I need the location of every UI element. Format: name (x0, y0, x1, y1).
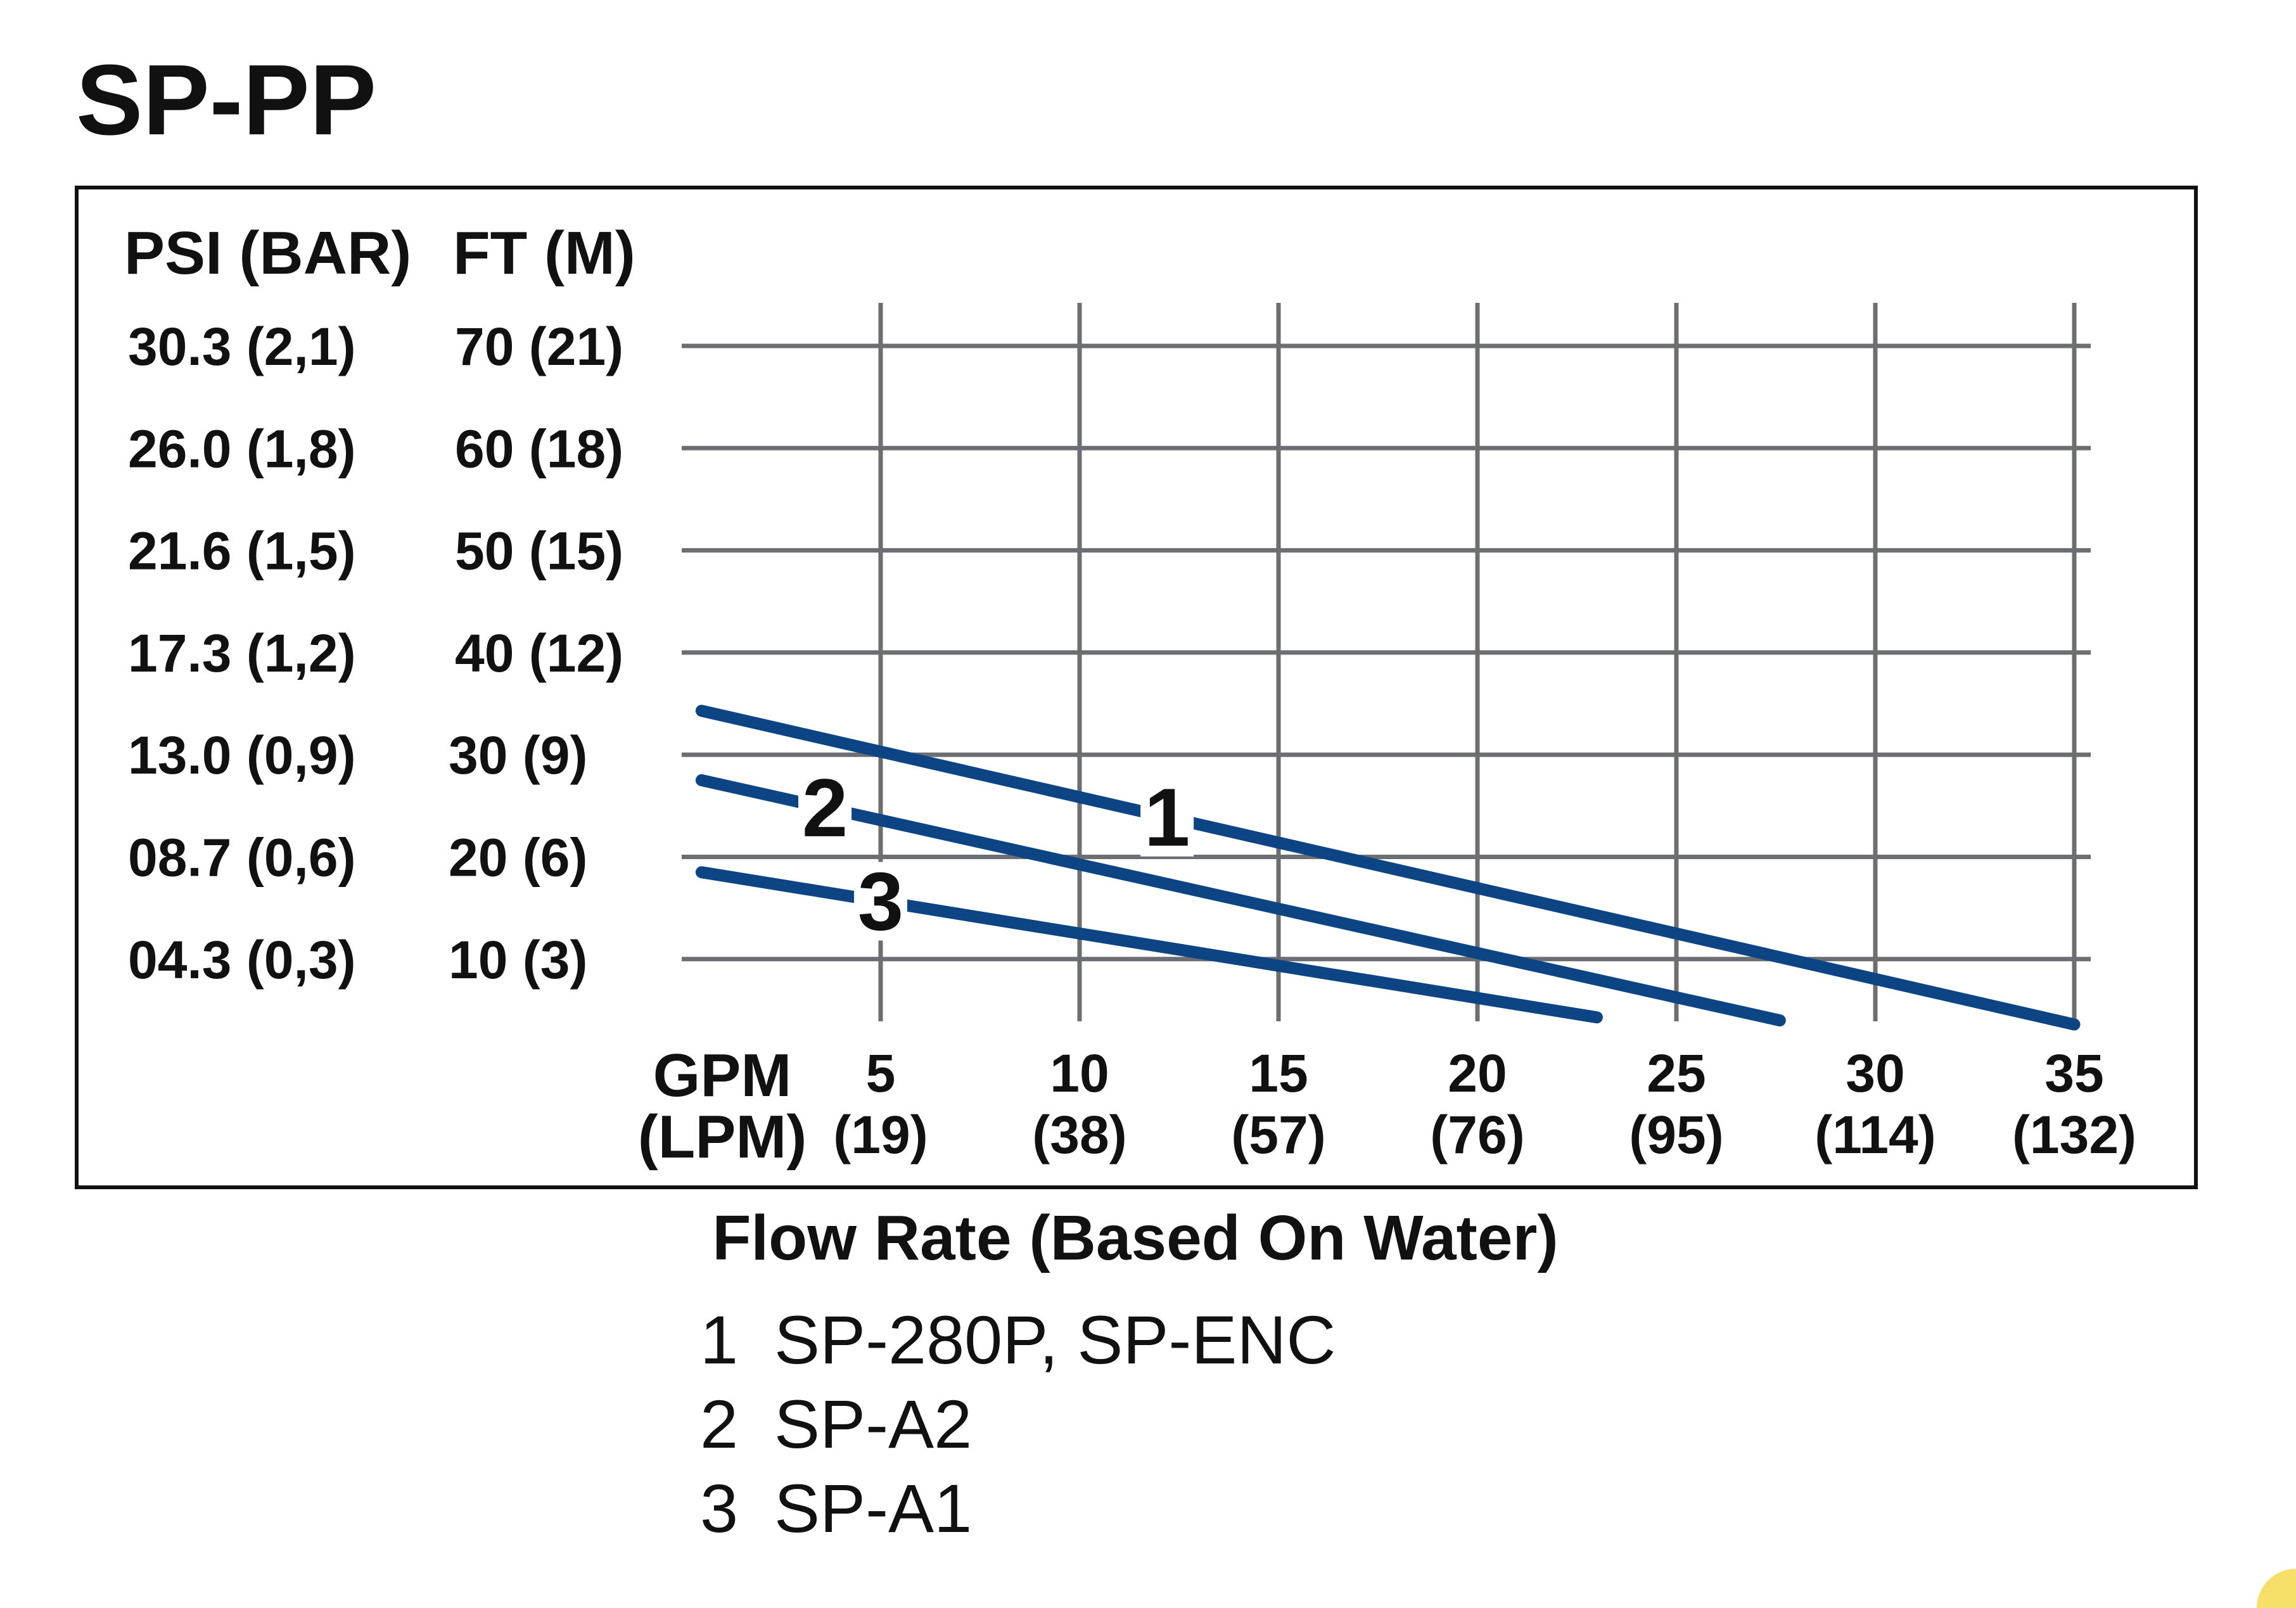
legend-number: 3 (700, 1470, 738, 1547)
y-tick-label-ft: 10 (3) (449, 930, 587, 990)
y-tick-label-ft: 40 (12) (455, 623, 623, 683)
y-axis-labels: 30.3 (2,1) 70 (21) 26.0 (1,8) 60 (18) 21.6 (… (128, 317, 623, 990)
x-tick-sublabel: (38) (1032, 1105, 1126, 1165)
y-tick-label-ft: 20 (6) (449, 828, 587, 888)
x-tick-label: 35 (2044, 1043, 2103, 1103)
y-tick-label-ft: 50 (15) (455, 521, 623, 581)
series-line-1 (695, 705, 2081, 1031)
legend-number: 2 (700, 1386, 738, 1462)
legend: 1 SP-280P, SP-ENC 2 SP-A2 3 SP-A1 (700, 1301, 1336, 1547)
x-tick-sublabel: (95) (1629, 1105, 1723, 1165)
x-tick-sublabel: (76) (1430, 1105, 1524, 1165)
y-tick-label-psi: 30.3 (2,1) (128, 317, 356, 376)
series-label-bg-3 (854, 862, 907, 941)
chart-frame (75, 186, 2198, 1189)
legend-entry: SP-A2 (774, 1386, 972, 1462)
series: 1 23 (695, 705, 2081, 1031)
legend-entry: SP-A1 (774, 1470, 972, 1547)
legend-number: 1 (700, 1301, 738, 1378)
series-label-1: 1 (1144, 771, 1190, 864)
series-line-3 (695, 866, 1603, 1024)
y-axis-header-ft: FT (M) (453, 219, 635, 287)
x-tick-sublabel: (19) (833, 1105, 928, 1165)
y-tick-label-psi: 08.7 (0,6) (128, 828, 356, 888)
x-tick-label: 20 (1448, 1043, 1507, 1103)
y-tick-label-psi: 13.0 (0,9) (128, 725, 356, 785)
y-tick-label-psi: 04.3 (0,3) (128, 930, 356, 990)
series-label-bg-2 (798, 768, 852, 847)
x-tick-label: 25 (1647, 1043, 1706, 1103)
y-tick-label-psi: 21.6 (1,5) (128, 521, 356, 581)
x-axis-header-lpm: (LPM) (638, 1103, 807, 1171)
y-tick-label-psi: 17.3 (1,2) (128, 623, 356, 683)
series-label-3: 3 (858, 855, 903, 948)
x-axis-title: Flow Rate (Based On Water) (712, 1203, 1558, 1273)
x-tick-label: 15 (1249, 1043, 1308, 1103)
y-tick-label-psi: 26.0 (1,8) (128, 419, 356, 478)
legend-entry: SP-280P, SP-ENC (774, 1301, 1336, 1378)
corner-accent (2257, 1569, 2296, 1608)
x-axis-header-gpm: GPM (653, 1042, 792, 1109)
y-tick-label-ft: 60 (18) (455, 419, 623, 478)
chart-title: SP-PP (76, 44, 376, 156)
x-tick-label: 30 (1846, 1043, 1904, 1103)
x-tick-sublabel: (57) (1231, 1105, 1325, 1165)
series-label-bg-1 (1140, 777, 1194, 857)
x-tick-sublabel: (114) (1814, 1105, 1936, 1165)
y-tick-label-ft: 30 (9) (449, 725, 587, 785)
y-axis-header-psi: PSI (BAR) (124, 219, 411, 287)
x-axis-labels: 5(19) 10(38) 15(57) 20(76) 25(95) 30(114) 35(1… (833, 1043, 2136, 1165)
y-tick-label-ft: 70 (21) (455, 317, 623, 376)
series-label-2: 2 (802, 762, 848, 854)
x-tick-label: 5 (866, 1043, 896, 1103)
x-tick-sublabel: (132) (2012, 1105, 2136, 1165)
series-line-2 (695, 774, 1786, 1027)
x-tick-label: 10 (1050, 1043, 1109, 1103)
grid (682, 303, 2091, 1021)
